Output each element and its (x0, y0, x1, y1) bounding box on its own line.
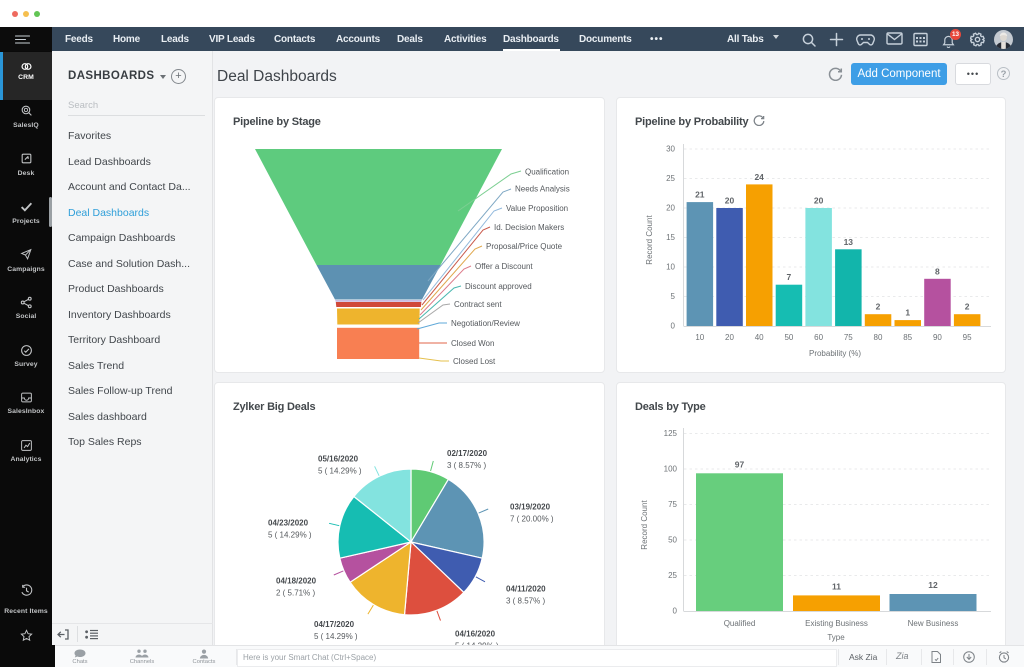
svg-text:125: 125 (664, 429, 678, 438)
svg-text:20: 20 (725, 333, 734, 342)
svg-text:Discount approved: Discount approved (465, 282, 532, 291)
svg-text:20: 20 (725, 196, 735, 206)
svg-text:20: 20 (814, 196, 824, 206)
svg-text:03/19/2020: 03/19/2020 (510, 503, 551, 512)
svg-text:Record Count: Record Count (645, 215, 654, 265)
svg-text:60: 60 (814, 333, 823, 342)
svg-text:40: 40 (755, 333, 764, 342)
svg-text:Proposal/Price Quote: Proposal/Price Quote (486, 242, 563, 251)
svg-text:10: 10 (695, 333, 704, 342)
svg-text:7: 7 (787, 272, 792, 282)
svg-text:Id. Decision Makers: Id. Decision Makers (494, 223, 564, 232)
svg-text:2: 2 (876, 302, 881, 312)
svg-text:Contract sent: Contract sent (454, 300, 502, 309)
svg-text:04/17/2020: 04/17/2020 (314, 620, 355, 629)
svg-text:90: 90 (933, 333, 942, 342)
svg-text:Record Count: Record Count (640, 500, 649, 550)
svg-text:Closed Lost: Closed Lost (453, 357, 496, 366)
svg-text:3 ( 8.57% ): 3 ( 8.57% ) (506, 597, 545, 606)
svg-text:Probability (%): Probability (%) (809, 349, 861, 358)
svg-text:04/16/2020: 04/16/2020 (455, 630, 496, 639)
svg-text:12: 12 (928, 580, 938, 590)
svg-text:Needs Analysis: Needs Analysis (515, 185, 570, 194)
svg-text:0: 0 (673, 607, 678, 616)
svg-text:20: 20 (666, 204, 675, 213)
svg-text:5 ( 14.29% ): 5 ( 14.29% ) (314, 632, 358, 641)
svg-text:New Business: New Business (908, 619, 959, 628)
svg-text:2 ( 5.71% ): 2 ( 5.71% ) (276, 589, 315, 598)
svg-text:Value Proposition: Value Proposition (506, 204, 568, 213)
svg-text:04/23/2020: 04/23/2020 (268, 519, 309, 528)
svg-text:7 ( 20.00% ): 7 ( 20.00% ) (510, 515, 554, 524)
svg-text:25: 25 (668, 571, 677, 580)
svg-text:Offer a Discount: Offer a Discount (475, 262, 533, 271)
svg-text:Qualified: Qualified (724, 619, 756, 628)
svg-text:8: 8 (935, 266, 940, 276)
svg-text:2: 2 (965, 302, 970, 312)
svg-text:50: 50 (668, 536, 677, 545)
svg-text:Type: Type (827, 633, 845, 642)
svg-text:25: 25 (666, 174, 675, 183)
svg-text:15: 15 (666, 233, 675, 242)
svg-text:0: 0 (671, 322, 676, 331)
svg-text:Negotiation/Review: Negotiation/Review (451, 319, 520, 328)
svg-text:5 ( 14.29% ): 5 ( 14.29% ) (268, 531, 312, 540)
svg-text:Existing Business: Existing Business (805, 619, 868, 628)
svg-text:75: 75 (668, 500, 677, 509)
svg-text:30: 30 (666, 145, 675, 154)
svg-text:80: 80 (874, 333, 883, 342)
svg-text:Closed Won: Closed Won (451, 339, 494, 348)
svg-text:95: 95 (963, 333, 972, 342)
svg-text:100: 100 (664, 465, 678, 474)
svg-text:5: 5 (671, 292, 676, 301)
svg-text:11: 11 (832, 581, 841, 591)
svg-text:5 ( 14.29% ): 5 ( 14.29% ) (318, 467, 362, 476)
svg-text:85: 85 (903, 333, 912, 342)
svg-text:1: 1 (905, 308, 910, 318)
svg-text:50: 50 (784, 333, 793, 342)
svg-text:04/11/2020: 04/11/2020 (506, 585, 546, 594)
svg-text:Qualification: Qualification (525, 168, 569, 177)
svg-text:24: 24 (754, 172, 764, 182)
svg-text:97: 97 (735, 459, 745, 469)
svg-text:04/18/2020: 04/18/2020 (276, 577, 317, 586)
svg-text:13: 13 (844, 237, 854, 247)
svg-text:05/16/2020: 05/16/2020 (318, 455, 359, 464)
svg-text:3 ( 8.57% ): 3 ( 8.57% ) (447, 461, 486, 470)
svg-text:21: 21 (695, 190, 705, 200)
svg-text:02/17/2020: 02/17/2020 (447, 449, 488, 458)
svg-text:75: 75 (844, 333, 853, 342)
svg-text:10: 10 (666, 263, 675, 272)
